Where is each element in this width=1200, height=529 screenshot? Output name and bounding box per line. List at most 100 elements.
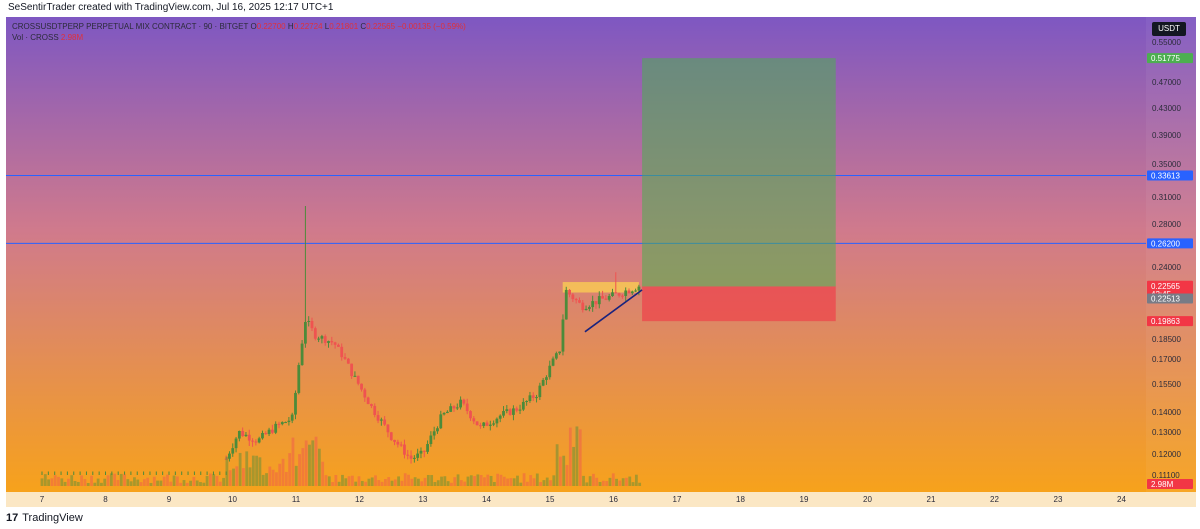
candle-body xyxy=(406,454,410,456)
candle-body xyxy=(254,441,258,443)
candle-body xyxy=(442,413,446,415)
x-tick-label: 22 xyxy=(990,495,999,504)
chart-legend: CROSSUSDTPERP PERPETUAL MIX CONTRACT · 9… xyxy=(12,22,466,44)
volume-bar xyxy=(400,480,404,486)
volume-bar xyxy=(275,472,278,486)
volume-bar xyxy=(634,474,638,486)
candle-body xyxy=(472,418,476,422)
high-value: 0.22724 xyxy=(293,22,323,31)
volume-bar xyxy=(479,475,483,486)
volume-bar xyxy=(314,436,318,486)
x-tick-label: 12 xyxy=(355,495,364,504)
volume-bar xyxy=(364,481,367,486)
candle-body xyxy=(604,298,608,300)
y-tick-label: 0.39000 xyxy=(1152,131,1181,140)
candle-body xyxy=(554,353,558,359)
candle-body xyxy=(340,346,344,358)
volume-bar xyxy=(374,475,377,486)
candle-body xyxy=(251,440,254,442)
candle-body xyxy=(581,302,585,311)
x-tick-label: 18 xyxy=(736,495,745,504)
volume-bar xyxy=(433,482,437,486)
volume-bar xyxy=(565,464,569,486)
price-tag-label: 0.22565 xyxy=(1151,282,1180,291)
candle-body xyxy=(290,414,294,421)
volume-bar xyxy=(575,426,579,486)
chart-canvas[interactable]: 0.55000 0.47000 0.43000 0.39000 0.35000 0.310… xyxy=(6,17,1196,520)
candle-body xyxy=(363,389,367,398)
volume-bar xyxy=(327,476,331,486)
x-tick-label: 7 xyxy=(40,495,45,504)
candle-body xyxy=(409,455,413,459)
candle-body xyxy=(525,400,529,402)
volume-bar xyxy=(499,474,503,486)
candle-body xyxy=(313,328,317,339)
price-tag xyxy=(1147,293,1193,304)
x-tick-label: 16 xyxy=(609,495,618,504)
y-tick-label: 0.12000 xyxy=(1152,450,1181,459)
volume-bar xyxy=(291,437,295,486)
volume-bar xyxy=(380,481,384,486)
resistance-zone xyxy=(562,282,639,293)
candle-body xyxy=(323,336,327,343)
candle-body xyxy=(320,336,324,339)
tradingview-logo[interactable]: 17 TradingView xyxy=(6,512,83,524)
candle-body xyxy=(614,292,618,294)
candle-body xyxy=(386,424,390,433)
volume-bar xyxy=(529,475,533,486)
volume-bar xyxy=(76,481,80,486)
volume-bar xyxy=(628,476,632,486)
close-value: 0.22565 xyxy=(366,22,396,31)
candle-body xyxy=(469,411,472,419)
candle-body xyxy=(597,296,601,305)
volume-bar xyxy=(57,476,60,486)
price-axis-background xyxy=(1146,17,1196,492)
volume-bar xyxy=(483,477,486,486)
x-tick-label: 17 xyxy=(673,495,682,504)
candle-body xyxy=(607,296,611,300)
volume-bar xyxy=(284,471,288,486)
high-label: H xyxy=(287,22,294,31)
candle-body xyxy=(247,434,251,441)
volume-bar xyxy=(116,479,120,486)
volume-bar xyxy=(73,480,77,486)
price-tag-label: 0.22513 xyxy=(1151,294,1180,303)
volume-bar xyxy=(232,468,235,486)
volume-bar xyxy=(175,476,179,486)
candle-body xyxy=(515,408,519,411)
candle-body xyxy=(300,343,304,366)
volume-bar xyxy=(133,477,136,486)
candle-body xyxy=(356,375,360,384)
volume-bar xyxy=(450,482,453,486)
volume-bar xyxy=(308,444,311,486)
volume-bar xyxy=(512,478,516,486)
volume-row: Vol · CROSS 2.98M xyxy=(12,33,466,42)
volume-bar xyxy=(350,475,354,486)
created-by-text: SeSentirTrader created with TradingView.… xyxy=(8,2,334,13)
volume-bar xyxy=(149,482,153,486)
volume-bar xyxy=(139,482,143,486)
currency-button[interactable]: USDT xyxy=(1152,22,1186,36)
candle-body xyxy=(274,423,278,433)
volume-bar xyxy=(294,465,298,486)
candle-body xyxy=(551,358,555,366)
candle-body xyxy=(422,450,426,452)
candle-body xyxy=(568,289,571,295)
volume-bar xyxy=(83,479,87,486)
volume-bar xyxy=(423,477,427,486)
volume-bar xyxy=(377,480,381,486)
price-tag xyxy=(1147,479,1193,489)
candle-body xyxy=(502,411,505,416)
volume-bar xyxy=(611,473,615,486)
volume-bar xyxy=(222,477,226,486)
y-tick-label: 0.28000 xyxy=(1152,220,1181,229)
volume-bar xyxy=(202,482,206,486)
price-tag-label: 2.98M xyxy=(1151,480,1174,489)
candle-body xyxy=(624,290,628,296)
volume-bar xyxy=(301,448,305,486)
candle-body xyxy=(455,407,459,409)
candle-body xyxy=(571,294,575,300)
price-tag xyxy=(1147,316,1193,327)
x-tick-label: 8 xyxy=(103,495,108,504)
volume-bar xyxy=(539,482,543,486)
